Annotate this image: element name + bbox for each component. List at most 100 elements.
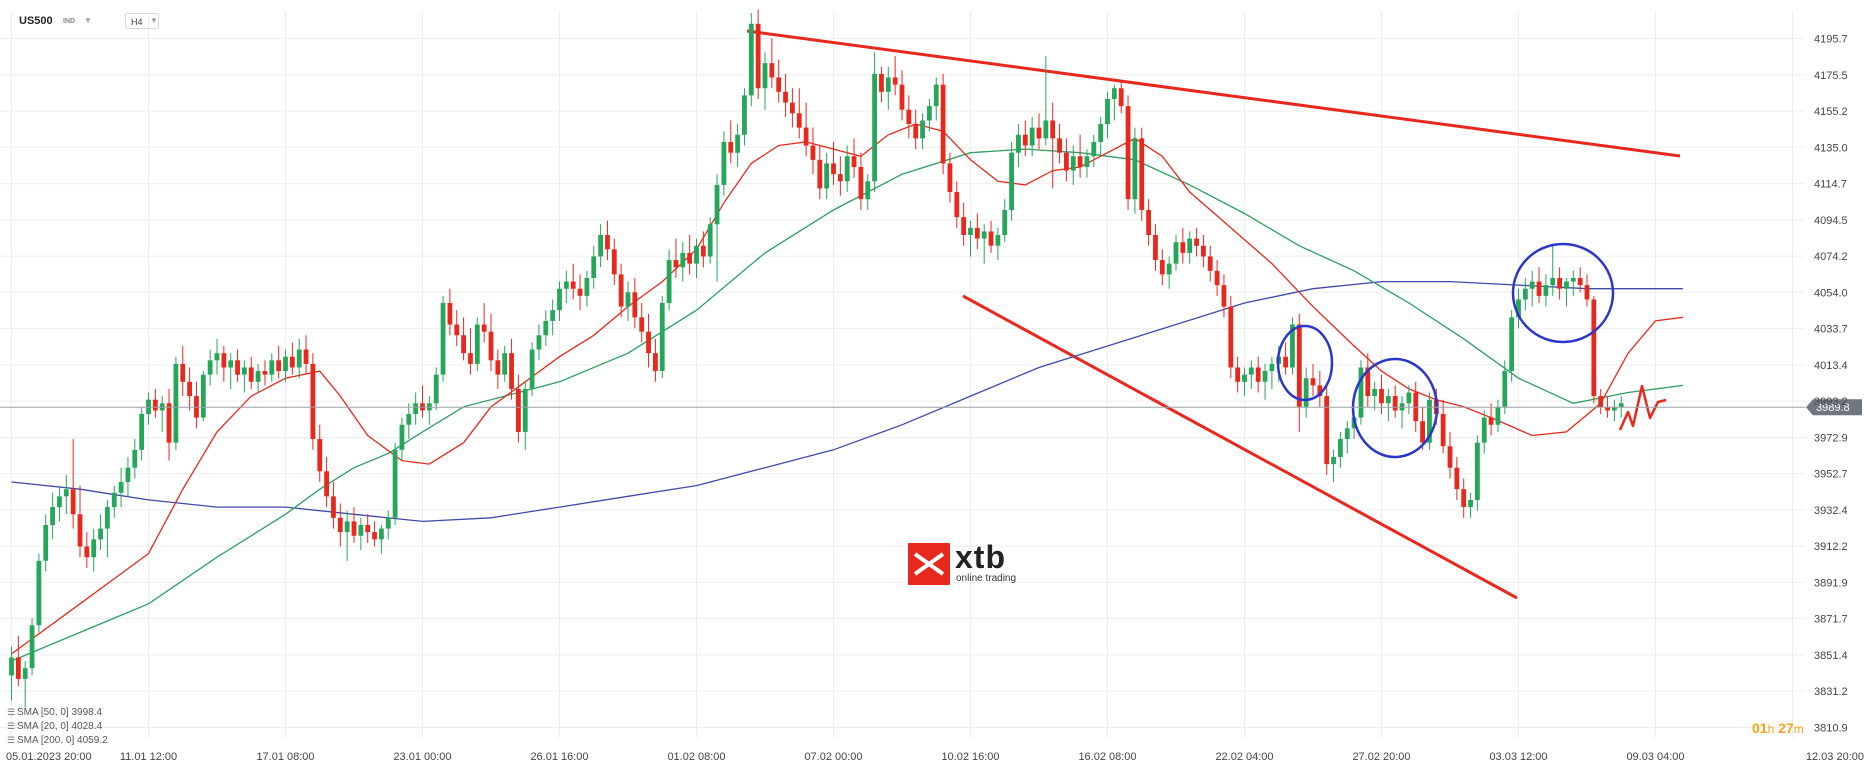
candle[interactable]	[659, 295, 665, 379]
lower-trendline[interactable]	[962, 294, 1518, 600]
candle[interactable]	[1002, 199, 1008, 243]
candle[interactable]	[200, 371, 206, 422]
candle[interactable]	[1385, 388, 1391, 422]
highlight-circle-1[interactable]	[1276, 324, 1334, 402]
candle[interactable]	[920, 113, 925, 150]
candle[interactable]	[242, 360, 247, 393]
candle[interactable]	[1180, 227, 1186, 264]
candle[interactable]	[1016, 124, 1021, 167]
candle[interactable]	[474, 317, 480, 372]
candle[interactable]	[1146, 199, 1151, 246]
candle[interactable]	[454, 310, 460, 346]
candle[interactable]	[283, 349, 288, 382]
candle[interactable]	[1536, 267, 1542, 304]
sma-20-line[interactable]	[11, 123, 1683, 655]
candle[interactable]	[543, 310, 549, 346]
candle[interactable]	[865, 174, 871, 210]
candle[interactable]	[146, 392, 151, 425]
candle[interactable]	[276, 345, 282, 379]
candle[interactable]	[303, 335, 309, 375]
candle[interactable]	[125, 456, 131, 497]
candle[interactable]	[1481, 410, 1487, 454]
candle[interactable]	[1372, 381, 1378, 411]
candle[interactable]	[748, 13, 754, 107]
candle[interactable]	[440, 295, 446, 382]
candle[interactable]	[639, 303, 645, 343]
candle[interactable]	[1598, 388, 1604, 415]
candle[interactable]	[1516, 288, 1521, 329]
candle[interactable]	[228, 353, 234, 389]
candle[interactable]	[1543, 274, 1549, 307]
candle[interactable]	[1050, 102, 1056, 189]
candle[interactable]	[289, 342, 295, 375]
candle[interactable]	[844, 145, 850, 193]
candle[interactable]	[331, 482, 336, 529]
candle[interactable]	[783, 73, 788, 117]
candle[interactable]	[1447, 431, 1453, 479]
candle[interactable]	[1214, 260, 1220, 296]
candle[interactable]	[1461, 478, 1467, 518]
candle[interactable]	[105, 499, 110, 558]
candle[interactable]	[1529, 270, 1535, 307]
legend-sma-200[interactable]: ☰ SMA [200, 0] 4059.2	[7, 734, 108, 747]
candle[interactable]	[1125, 95, 1131, 210]
candle[interactable]	[879, 66, 884, 103]
candle[interactable]	[1159, 249, 1165, 286]
candle[interactable]	[1173, 235, 1179, 271]
candle[interactable]	[1077, 134, 1083, 178]
candle[interactable]	[1612, 399, 1617, 422]
candle[interactable]	[132, 439, 138, 479]
highlight-circle-3[interactable]	[1511, 242, 1615, 344]
candle[interactable]	[77, 485, 83, 558]
projection-scribble[interactable]	[1618, 384, 1667, 431]
candle[interactable]	[687, 235, 693, 275]
legend-menu-icon[interactable]: ☰	[7, 721, 16, 731]
candle[interactable]	[762, 52, 768, 110]
candle[interactable]	[1111, 84, 1117, 121]
candle[interactable]	[488, 313, 494, 372]
candle[interactable]	[372, 521, 377, 547]
candle[interactable]	[796, 88, 802, 139]
candle[interactable]	[98, 514, 103, 551]
candle[interactable]	[1242, 367, 1247, 397]
candle[interactable]	[509, 338, 514, 400]
candle[interactable]	[1564, 277, 1569, 307]
candle[interactable]	[63, 474, 69, 515]
candle[interactable]	[426, 396, 432, 425]
candle[interactable]	[262, 360, 268, 386]
sma-200-line[interactable]	[11, 280, 1683, 523]
candle[interactable]	[413, 392, 419, 425]
candle[interactable]	[666, 249, 672, 311]
candle[interactable]	[351, 507, 357, 543]
candle[interactable]	[892, 56, 898, 96]
candle[interactable]	[913, 109, 919, 150]
candle[interactable]	[406, 403, 412, 440]
candle[interactable]	[50, 492, 55, 540]
candle[interactable]	[1358, 360, 1364, 425]
candle[interactable]	[646, 313, 651, 368]
candle[interactable]	[1310, 363, 1316, 397]
candle[interactable]	[1036, 113, 1042, 150]
candle[interactable]	[1324, 385, 1330, 475]
candle[interactable]	[1331, 449, 1336, 483]
candle[interactable]	[1591, 295, 1597, 404]
candle[interactable]	[1317, 371, 1323, 407]
candle[interactable]	[906, 95, 912, 139]
candle[interactable]	[43, 514, 49, 572]
candle[interactable]	[495, 349, 501, 389]
candle[interactable]	[214, 338, 220, 375]
candle[interactable]	[1468, 492, 1473, 518]
candle[interactable]	[1296, 313, 1302, 432]
candle[interactable]	[9, 646, 14, 701]
candle[interactable]	[927, 98, 932, 132]
candle[interactable]	[700, 231, 706, 268]
candle[interactable]	[577, 274, 583, 311]
candle[interactable]	[947, 152, 953, 203]
candle[interactable]	[461, 317, 466, 361]
highlight-circle-2[interactable]	[1351, 357, 1439, 459]
candle[interactable]	[194, 381, 199, 429]
candle[interactable]	[769, 38, 775, 89]
sma-50-line[interactable]	[11, 148, 1683, 662]
candle[interactable]	[653, 338, 658, 382]
candle[interactable]	[235, 349, 240, 382]
